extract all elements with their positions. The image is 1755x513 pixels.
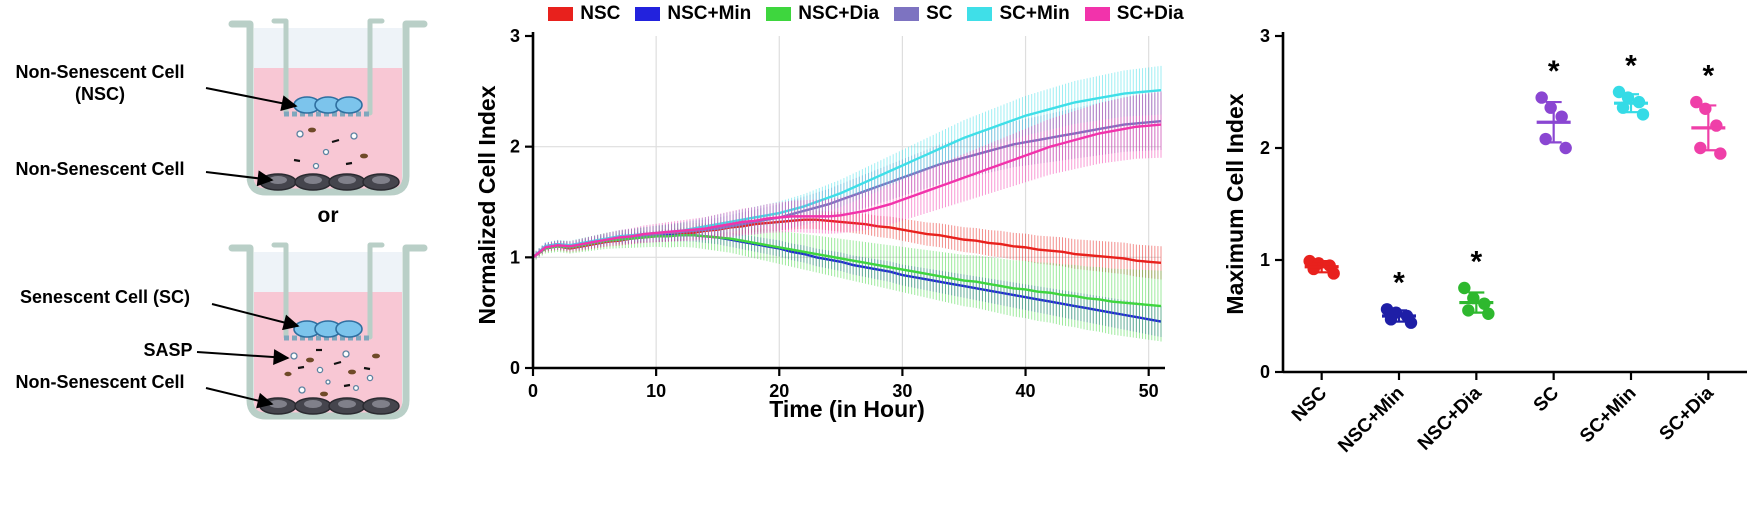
dot-plot-y-axis-title: Maximum Cell Index — [1222, 93, 1248, 315]
x-category-label: SC — [1530, 382, 1564, 416]
legend-swatch — [967, 7, 993, 21]
legend-label: NSC+Dia — [798, 3, 880, 24]
legend-item-NSC+Dia: NSC+Dia — [766, 3, 879, 25]
scatter-point — [1555, 110, 1568, 123]
y-tick-label: 2 — [1260, 138, 1270, 158]
x-tick-label: 20 — [769, 381, 789, 401]
dot-plot-panel: Maximum Cell Index 0 1 2 3 NSC * NSC+Min * NSC+D… — [1215, 0, 1755, 513]
scatter-point — [1327, 267, 1340, 280]
x-category-label: SC+Min — [1576, 383, 1640, 447]
line-chart-y-axis-title: Normalized Cell Index — [474, 85, 500, 325]
significance-star: * — [1625, 49, 1637, 82]
series-line — [532, 123, 1162, 259]
legend-swatch — [766, 7, 792, 21]
dot-plot-root: 0 1 2 3 NSC * NSC+Min * NSC+Dia * SC * SC+Min * SC+Dia — [1260, 26, 1747, 457]
series-SC+Dia — [532, 91, 1162, 261]
significance-star: * — [1470, 245, 1482, 278]
well2-bottom-cell-label: Non-Senescent Cell — [15, 372, 184, 392]
x-tick-label: 10 — [646, 381, 666, 401]
arrow-to-well1-insert-cells — [205, 87, 298, 112]
legend-swatch — [548, 7, 574, 21]
x-category-label: NSC+Min — [1334, 383, 1408, 457]
well1-bottom-cell-label: Non-Senescent Cell — [15, 159, 184, 179]
legend-swatch — [894, 7, 920, 21]
scatter-point — [1462, 304, 1475, 317]
y-tick-label: 1 — [1260, 250, 1270, 270]
y-tick-label: 0 — [510, 358, 520, 378]
well-2-sasp-particles — [284, 348, 380, 397]
arrow-to-well2-insert-cells — [211, 303, 300, 331]
scatter-point — [1482, 307, 1495, 320]
nsc-insert-label-line1: Non-Senescent Cell — [15, 62, 184, 82]
line-chart-panel: NSC NSC+Min NSC+Dia SC SC+Min SC+Dia Normaliz… — [455, 0, 1215, 513]
group-SC: * SC — [1530, 55, 1572, 416]
scatter-point — [1458, 281, 1471, 295]
group-SC+Min: * SC+Min — [1576, 49, 1650, 447]
scatter-point — [1636, 108, 1650, 121]
transwell-diagram-svg: Non-Senescent Cell (NSC) Non-Senescent C… — [15, 0, 455, 513]
line-plot-root: 0 10 20 30 40 50 0 1 2 3 — [510, 26, 1165, 401]
group-NSC+Dia: * NSC+Dia — [1414, 245, 1495, 455]
scatter-point — [1694, 141, 1707, 155]
sc-insert-label: Senescent Cell (SC) — [20, 287, 190, 307]
legend-swatch — [635, 7, 661, 21]
nsc-insert-label-line2: (NSC) — [75, 84, 125, 104]
significance-star: * — [1548, 55, 1560, 88]
well-1-particles — [293, 127, 368, 170]
legend-swatch — [1084, 7, 1110, 21]
legend-label: NSC — [580, 3, 621, 24]
transwell-well-2 — [232, 245, 424, 416]
significance-star: * — [1702, 59, 1714, 92]
scatter-point — [1544, 101, 1557, 114]
legend-label: SC — [926, 3, 953, 24]
scatter-point — [1559, 141, 1572, 155]
legend-item-SC+Dia: SC+Dia — [1084, 3, 1184, 25]
legend-label: SC+Dia — [1116, 3, 1184, 24]
y-tick-label: 1 — [510, 247, 520, 267]
legend-item-SC: SC — [894, 3, 952, 25]
arrow-to-sasp-particles — [196, 349, 290, 366]
arrow-to-well1-bottom-cells — [205, 170, 274, 187]
scatter-point — [1404, 316, 1418, 329]
scatter-point — [1690, 95, 1703, 109]
scatter-point — [1535, 91, 1548, 104]
y-tick-label: 0 — [1260, 362, 1270, 382]
scatter-point — [1714, 147, 1727, 160]
sasp-label: SASP — [143, 340, 192, 360]
x-tick-label: 30 — [892, 381, 912, 401]
x-category-label: SC+Dia — [1656, 382, 1719, 445]
legend-item-NSC: NSC — [548, 3, 620, 25]
scatter-point — [1612, 85, 1626, 99]
group-SC+Dia: * SC+Dia — [1656, 59, 1727, 445]
x-tick-label: 0 — [528, 381, 538, 401]
chart-legend: NSC NSC+Min NSC+Dia SC SC+Min SC+Dia — [525, 3, 1207, 25]
scatter-point — [1710, 119, 1723, 132]
y-tick-label: 3 — [510, 26, 520, 46]
group-NSC: NSC — [1288, 254, 1340, 426]
arrow-to-well2-bottom-cells — [205, 387, 274, 409]
x-tick-label: 50 — [1139, 381, 1159, 401]
series-NSC+Dia — [532, 222, 1162, 342]
x-tick-label: 40 — [1016, 381, 1036, 401]
group-NSC+Min: * NSC+Min — [1334, 267, 1418, 457]
transwell-diagram-panel: Non-Senescent Cell (NSC) Non-Senescent C… — [0, 0, 455, 513]
x-category-label: NSC — [1288, 382, 1331, 425]
legend-label: SC+Min — [999, 3, 1070, 24]
line-chart-x-axis-title: Time (in Hour) — [769, 396, 925, 422]
y-tick-label: 2 — [510, 137, 520, 157]
legend-item-SC+Min: SC+Min — [967, 3, 1070, 25]
legend-label: NSC+Min — [667, 3, 752, 24]
dot-plot-svg: 0 1 2 3 NSC * NSC+Min * NSC+Dia * SC * SC+Min * SC+Dia — [1260, 26, 1747, 457]
legend-item-NSC+Min: NSC+Min — [635, 3, 751, 25]
or-separator-label: or — [318, 204, 339, 227]
significance-star: * — [1393, 267, 1405, 300]
line-chart-svg: 0 10 20 30 40 50 0 1 2 3 — [510, 26, 1165, 401]
transwell-well-1 — [232, 21, 424, 192]
x-category-label: NSC+Dia — [1414, 382, 1486, 454]
y-tick-label: 3 — [1260, 26, 1270, 46]
